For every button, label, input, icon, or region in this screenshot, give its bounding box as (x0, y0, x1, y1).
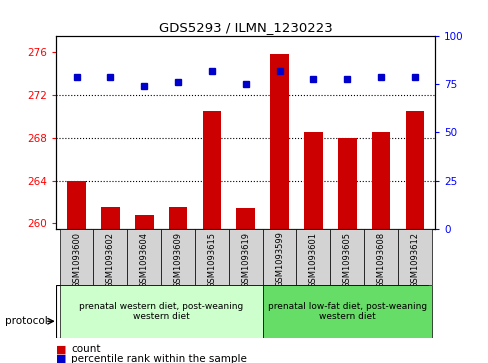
Bar (364, 229, 397, 285)
Text: GSM1093604: GSM1093604 (140, 232, 148, 287)
Text: ■: ■ (56, 344, 66, 354)
Bar (262, 285, 431, 338)
Bar (127, 229, 161, 285)
Bar (101, 207, 120, 229)
Text: ■: ■ (56, 354, 66, 363)
Bar (228, 229, 262, 285)
Bar (202, 111, 221, 229)
Bar (329, 229, 364, 285)
Bar (161, 229, 195, 285)
Text: GSM1093602: GSM1093602 (106, 232, 115, 287)
Bar (236, 208, 255, 229)
Bar (60, 285, 262, 338)
Bar (397, 229, 431, 285)
Bar (195, 229, 228, 285)
Bar (304, 132, 322, 229)
Text: prenatal low-fat diet, post-weaning
western diet: prenatal low-fat diet, post-weaning west… (267, 302, 426, 321)
Bar (67, 180, 86, 229)
Bar (93, 229, 127, 285)
Text: percentile rank within the sample: percentile rank within the sample (71, 354, 246, 363)
Text: protocol: protocol (5, 316, 47, 326)
Bar (262, 229, 296, 285)
Text: GSM1093609: GSM1093609 (173, 232, 182, 287)
Bar (296, 229, 329, 285)
Text: GSM1093615: GSM1093615 (207, 232, 216, 287)
Text: GSM1093599: GSM1093599 (274, 232, 284, 287)
Text: GSM1093612: GSM1093612 (409, 232, 419, 287)
Text: GSM1093608: GSM1093608 (376, 232, 385, 287)
Text: count: count (71, 344, 100, 354)
Text: GSM1093600: GSM1093600 (72, 232, 81, 287)
Text: GSM1093601: GSM1093601 (308, 232, 317, 287)
Text: GSM1093619: GSM1093619 (241, 232, 250, 287)
Bar (135, 215, 153, 229)
Bar (60, 229, 93, 285)
Title: GDS5293 / ILMN_1230223: GDS5293 / ILMN_1230223 (159, 21, 332, 34)
Text: GSM1093605: GSM1093605 (342, 232, 351, 287)
Bar (337, 138, 356, 229)
Bar (270, 54, 288, 229)
Bar (168, 207, 187, 229)
Bar (371, 132, 389, 229)
Bar (405, 111, 424, 229)
Text: prenatal western diet, post-weaning
western diet: prenatal western diet, post-weaning west… (79, 302, 243, 321)
